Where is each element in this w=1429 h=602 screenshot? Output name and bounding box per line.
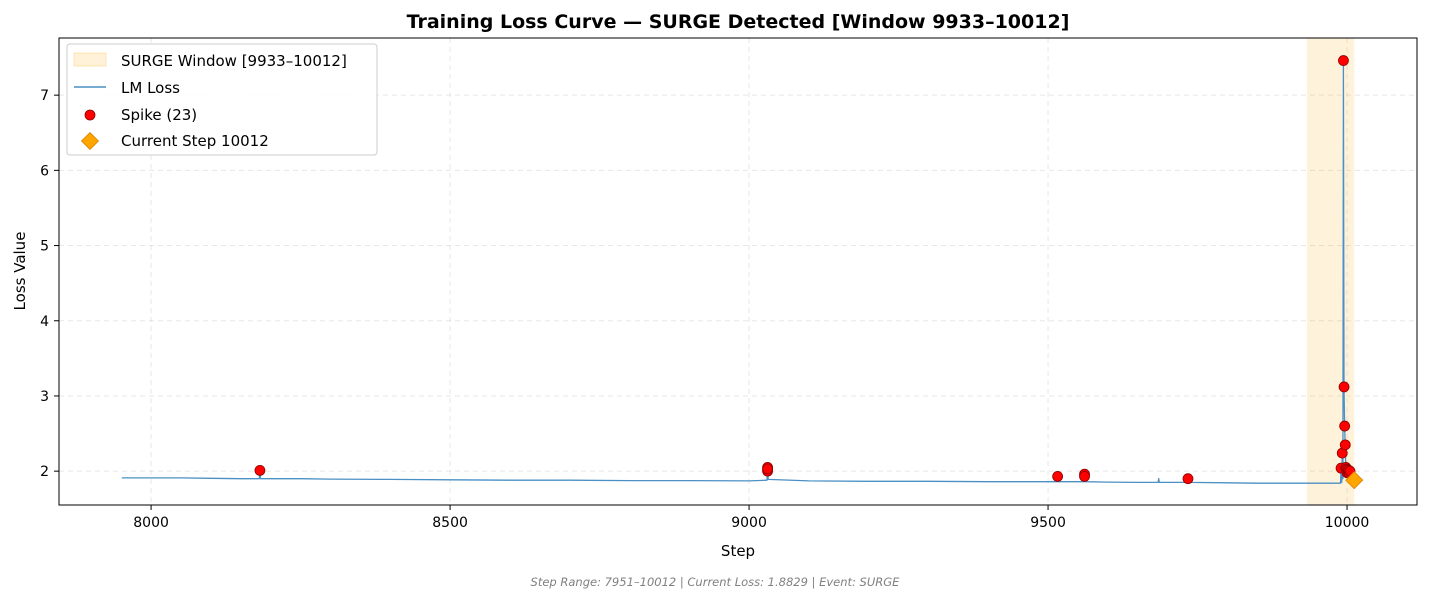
x-tick-label: 9000 bbox=[731, 515, 767, 531]
y-tick-label: 7 bbox=[40, 88, 49, 104]
spike-point bbox=[254, 465, 266, 476]
legend-line-label: LM Loss bbox=[121, 79, 180, 97]
y-tick-label: 5 bbox=[40, 239, 49, 255]
legend-spike-label: Spike (23) bbox=[121, 106, 197, 124]
spike-markers bbox=[254, 55, 1356, 485]
spike-point bbox=[1339, 420, 1351, 432]
x-tick-label: 10000 bbox=[1325, 515, 1370, 531]
spike-point bbox=[1079, 471, 1090, 482]
current-step-layer bbox=[1345, 471, 1364, 490]
x-tick-label: 8000 bbox=[133, 515, 169, 531]
x-axis-label: Step bbox=[721, 542, 755, 560]
spike-point bbox=[762, 463, 773, 475]
legend-current-label: Current Step 10012 bbox=[121, 132, 269, 150]
y-tick-label: 4 bbox=[40, 314, 49, 330]
y-tick-label: 6 bbox=[40, 163, 49, 179]
y-tick-label: 3 bbox=[40, 389, 49, 405]
surge-window-band bbox=[1306, 38, 1355, 505]
chart-title: Training Loss Curve — SURGE Detected [Wi… bbox=[407, 11, 1070, 33]
plot-frame bbox=[58, 37, 1418, 506]
spike-point bbox=[1338, 381, 1350, 393]
legend: SURGE Window [9933–10012] LM Loss Spike … bbox=[66, 43, 378, 156]
legend-window-label: SURGE Window [9933–10012] bbox=[121, 52, 347, 70]
y-tick-label: 2 bbox=[40, 464, 49, 480]
legend-window-swatch bbox=[73, 52, 107, 67]
y-axis-label: Loss Value bbox=[11, 232, 29, 311]
surge-window-rect bbox=[1306, 38, 1355, 505]
spike-point bbox=[1052, 471, 1064, 482]
spike-point bbox=[1339, 439, 1351, 451]
footer-note: Step Range: 7951–10012 | Current Loss: 1… bbox=[531, 575, 901, 589]
spike-point bbox=[1182, 473, 1194, 485]
legend-spike-marker bbox=[84, 109, 96, 121]
y-axis-ticks: 2 3 4 5 6 7 bbox=[40, 88, 59, 480]
current-step-marker bbox=[1345, 471, 1364, 490]
legend-box bbox=[66, 43, 378, 156]
x-tick-label: 8500 bbox=[432, 515, 468, 531]
spike-point bbox=[1338, 55, 1349, 66]
legend-current-marker bbox=[80, 131, 100, 151]
x-tick-label: 9500 bbox=[1030, 515, 1066, 531]
x-axis-ticks: 8000 8500 9000 9500 10000 bbox=[133, 505, 1369, 531]
